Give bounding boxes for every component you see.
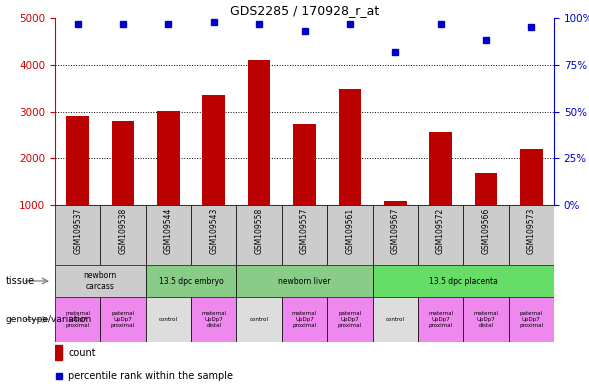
Title: GDS2285 / 170928_r_at: GDS2285 / 170928_r_at <box>230 4 379 17</box>
Bar <box>373 297 418 342</box>
Bar <box>293 124 316 205</box>
Bar <box>67 116 89 205</box>
Bar <box>236 265 373 297</box>
Bar <box>55 205 100 265</box>
Bar <box>145 265 236 297</box>
Text: GSM109557: GSM109557 <box>300 208 309 254</box>
Text: maternal
UpDp7
proximal: maternal UpDp7 proximal <box>428 311 453 328</box>
Text: 13.5 dpc placenta: 13.5 dpc placenta <box>429 276 498 285</box>
Bar <box>520 149 542 205</box>
Text: paternal
UpDp7
proximal: paternal UpDp7 proximal <box>111 311 135 328</box>
Text: tissue: tissue <box>6 276 35 286</box>
Bar <box>100 297 145 342</box>
Text: percentile rank within the sample: percentile rank within the sample <box>68 371 233 381</box>
Text: control: control <box>386 317 405 322</box>
Text: GSM109573: GSM109573 <box>527 208 536 254</box>
Text: paternal
UpDp7
proximal: paternal UpDp7 proximal <box>338 311 362 328</box>
Text: GSM109561: GSM109561 <box>345 208 355 254</box>
Bar <box>191 205 236 265</box>
Text: newborn liver: newborn liver <box>278 276 331 285</box>
Text: genotype/variation: genotype/variation <box>6 315 92 324</box>
Bar <box>157 111 180 205</box>
Bar <box>327 297 373 342</box>
Bar <box>509 205 554 265</box>
Text: newborn
carcass: newborn carcass <box>84 271 117 291</box>
Bar <box>509 297 554 342</box>
Bar <box>418 297 464 342</box>
Text: maternal
UpDp7
proximal: maternal UpDp7 proximal <box>65 311 90 328</box>
Bar <box>327 205 373 265</box>
Text: GSM109572: GSM109572 <box>436 208 445 254</box>
Bar <box>464 297 509 342</box>
Text: maternal
UpDp7
proximal: maternal UpDp7 proximal <box>292 311 317 328</box>
Bar <box>464 205 509 265</box>
Bar <box>55 265 145 297</box>
Bar <box>100 205 145 265</box>
Bar <box>339 89 361 205</box>
Text: maternal
UpDp7
distal: maternal UpDp7 distal <box>474 311 498 328</box>
Text: control: control <box>159 317 178 322</box>
Text: GSM109567: GSM109567 <box>391 208 400 254</box>
Bar <box>384 201 406 205</box>
Bar <box>282 205 327 265</box>
Bar <box>112 121 134 205</box>
Bar <box>418 205 464 265</box>
Text: control: control <box>250 317 269 322</box>
Bar <box>55 297 100 342</box>
Text: GSM109543: GSM109543 <box>209 208 219 254</box>
Bar <box>429 132 452 205</box>
Bar <box>191 297 236 342</box>
Text: GSM109538: GSM109538 <box>118 208 128 254</box>
Bar <box>475 173 497 205</box>
Bar <box>248 60 270 205</box>
Bar <box>145 205 191 265</box>
Bar <box>373 205 418 265</box>
Bar <box>236 205 282 265</box>
Text: 13.5 dpc embryo: 13.5 dpc embryo <box>158 276 223 285</box>
Text: GSM109566: GSM109566 <box>481 208 491 254</box>
Text: GSM109544: GSM109544 <box>164 208 173 254</box>
Text: GSM109558: GSM109558 <box>254 208 264 254</box>
Text: paternal
UpDp7
proximal: paternal UpDp7 proximal <box>519 311 544 328</box>
Bar <box>373 265 554 297</box>
Bar <box>145 297 191 342</box>
Bar <box>236 297 282 342</box>
Text: maternal
UpDp7
distal: maternal UpDp7 distal <box>201 311 226 328</box>
Text: GSM109537: GSM109537 <box>73 208 82 254</box>
Bar <box>203 95 225 205</box>
Text: count: count <box>68 348 96 358</box>
Bar <box>282 297 327 342</box>
Bar <box>55 345 62 360</box>
